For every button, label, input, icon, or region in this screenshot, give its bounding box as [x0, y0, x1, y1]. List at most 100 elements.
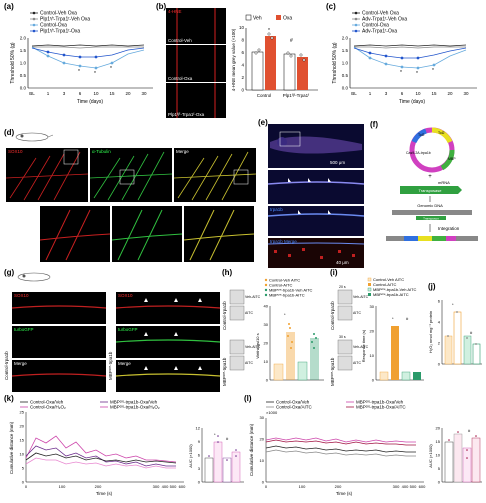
panel-f-part-tol2-b: Tol2: [418, 133, 424, 137]
panel-l-ylabel: Cumulative distance (mm): [249, 423, 254, 476]
panel-k-auc-ytick-2: 6: [198, 453, 201, 458]
panel-h-legend-2: MBPᶜʳᵉ-trpa1b-Veh AITC: [269, 288, 313, 293]
panel-j-ytick-0: 0: [438, 362, 441, 367]
panel-c-ytick-0: 0.0: [342, 86, 349, 91]
panel-i-legend-1: Control-AITC: [373, 282, 396, 287]
panel-a-xtick-1: 1: [47, 91, 50, 96]
panel-f-integration: Integration: [438, 226, 460, 231]
panel-b-chart: Veh Oxa 0 2 4 6 8 10 * # Control Plp1ᶠ/ᶠ…: [228, 8, 324, 118]
panel-a-xtick-7: 30: [141, 91, 147, 96]
panel-l-xtick-3: 300: [393, 484, 400, 489]
panel-g-merge-label-left: Merge: [14, 361, 27, 366]
panel-c-xlabel: Time (days): [399, 99, 426, 105]
panel-b-ytick-4: 8: [241, 38, 244, 43]
panel-c-xtick-0: BL: [351, 91, 357, 96]
panel-k-auc-ytick-1: 3: [198, 466, 201, 471]
panel-c-xtick-1: 1: [369, 91, 372, 96]
panel-b-legend-oxa: Oxa: [283, 16, 292, 22]
panel-f-part-mbp: MBP: [448, 157, 456, 161]
panel-g-gfp-label-right: turboGFP: [118, 327, 138, 332]
panel-i-img-label-0: Veh-AITC: [353, 295, 369, 299]
svg-text:#: #: [468, 428, 471, 433]
panel-h-legend-1: Control-AITC: [269, 283, 292, 288]
panel-i-side-bottom: MBPᶜʳᵉ-trpa1b: [330, 357, 335, 386]
panel-label-d: (d): [4, 128, 15, 137]
panel-i-ylabel: Response time (s): [361, 329, 366, 362]
panel-i-ytick-0: 0: [372, 378, 375, 383]
panel-k-auc-ytick-4: 12: [196, 426, 201, 431]
panel-d-sox10-image: SOX10: [6, 148, 88, 202]
panel-g-side-right: MBPᶜʳᵉ-trpa1b: [108, 351, 113, 380]
panel-d-sox10-label: SOX10: [8, 149, 23, 154]
svg-text:*: *: [400, 70, 402, 76]
panel-g-merge-right: Merge: [116, 360, 220, 392]
panel-a-chart: Control-Veh Oxa Plp1ᶠ/ᶠ-Trpa1ᶠ-Veh Oxa C…: [8, 8, 158, 108]
panel-k-legend-2: MBPᶜʳᵉ-trpa1b-Oxa/Veh: [110, 400, 158, 405]
panel-j-ylabel: H₂O₂ nmol mg⁻¹ protein: [428, 311, 433, 353]
panel-i-legend-3: MBPᶜʳᵉ-trpa1b-AITC: [373, 292, 409, 297]
panel-b-ytick-1: 2: [241, 75, 244, 80]
panel-l-ytick-3: 30: [260, 415, 265, 420]
panel-e-trpa1b-label: trpa1b: [270, 207, 283, 212]
panel-h-img-label-1: AITC: [245, 311, 253, 315]
panel-c-legend-0: Control-Veh Oxa: [362, 11, 399, 17]
panel-c-ytick-3: 1.5: [342, 48, 349, 53]
panel-k-xtick-6: 600: [179, 484, 186, 489]
panel-e-mid-image: [268, 170, 364, 204]
panel-a-xtick-3: 6: [79, 91, 82, 96]
panel-f-transposase: Transposase: [419, 188, 443, 193]
panel-c-xtick-5: 15: [431, 91, 437, 96]
panel-label-l: (l): [244, 394, 252, 403]
panel-l-xtick-4: 400: [402, 484, 409, 489]
panel-k-xtick-5: 500: [170, 484, 177, 489]
panel-l-legend-3: MBPᶜʳᵉ-trpa1b-Oxa/AITC: [356, 405, 406, 410]
panel-j-ytick-3: 6: [438, 299, 441, 304]
panel-l-auc-ytick-2: 10: [436, 453, 441, 458]
panel-i-legend-2: MBPᶜʳᵉ-trpa1b-Veh AITC: [373, 287, 417, 292]
panel-k-auc-label: AUC (×1000): [188, 444, 193, 468]
panel-label-b: (b): [156, 2, 167, 11]
panel-h-side-top: Control-trpa1b: [222, 301, 227, 330]
panel-j-ytick-1: 2: [438, 341, 441, 346]
panel-c-xtick-7: 30: [463, 91, 469, 96]
panel-k-ytick-5: 25: [20, 410, 25, 415]
panel-l-auc-ytick-0: 0: [438, 480, 441, 485]
panel-l-xtick-0: 0: [265, 484, 268, 489]
panel-l-ytick-0: 0: [262, 480, 265, 485]
panel-b-hne-label: 4-HNE: [168, 9, 182, 14]
panel-d-zoom-green: [112, 206, 182, 262]
panel-j: 0 2 4 6 H₂O₂ nmol mg⁻¹ protein * #: [428, 290, 484, 386]
panel-a-legend-1: Plp1ᶠ/ᶠ-Trpa1ᶠ-Veh Oxa: [40, 17, 90, 23]
zebrafish-sketch-g: [16, 270, 56, 284]
panel-b-ylabel: 4-HNE mean grey value (×100): [231, 28, 236, 91]
panel-h-ytick-3: 30: [264, 322, 269, 327]
svg-text:*: *: [78, 69, 80, 75]
panel-c-legend-2: Control-Oxa: [362, 23, 389, 29]
panel-c-ylabel: Threshold 50% (g): [332, 42, 338, 83]
panel-k-ytick-3: 15: [20, 438, 25, 443]
panel-k-xtick-0: 0: [25, 484, 28, 489]
panel-k-xtick-1: 100: [59, 484, 66, 489]
panel-g-sox10-left: SOX10: [12, 292, 106, 324]
panel-i-legend-0: Control-Veh AITC: [373, 277, 404, 282]
panel-d-merge-label: Merge: [176, 149, 189, 154]
panel-b-image: 4-HNE Control-Veh Control-Oxa Plp1ᶠ/ᶠ-Tr…: [166, 8, 226, 118]
panel-c-legend-3: Adv-Trpa1ᶠ-Oxa: [362, 29, 397, 35]
panel-i-time-0: 20 s: [339, 285, 346, 289]
panel-label-i: (i): [330, 268, 338, 277]
panel-d-zoom-merge: [184, 206, 254, 262]
panel-a-ytick-4: 2.0: [20, 36, 27, 41]
panel-l-xlabel: Time (s): [336, 491, 353, 496]
panel-i-img-label-2: Veh-AITC: [353, 345, 369, 349]
panel-h-ylabel: Writhings/10 s: [255, 333, 260, 358]
panel-k-ytick-1: 5: [22, 466, 25, 471]
panel-c-ytick-2: 1.0: [342, 61, 349, 66]
panel-e-scale-1: 500 μm: [330, 160, 346, 165]
panel-e-scale-2: 40 μm: [336, 260, 349, 265]
panel-h-img-label-3: AITC: [245, 361, 253, 365]
panel-l-legend-2: MBPᶜʳᵉ-trpa1b-Oxa/Veh: [356, 400, 404, 405]
panel-b-ytick-5: 10: [239, 25, 245, 30]
panel-c-ytick-4: 2.0: [342, 36, 349, 41]
panel-b-ytick-3: 6: [241, 50, 244, 55]
panel-j-ytick-2: 4: [438, 320, 441, 325]
